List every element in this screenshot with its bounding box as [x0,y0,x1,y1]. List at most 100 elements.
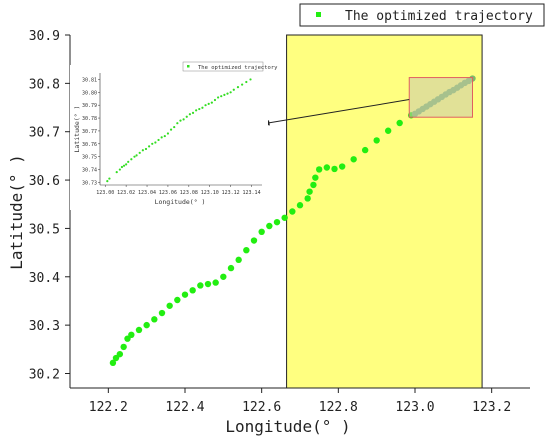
zoom-box [408,77,473,118]
trajectory-point [174,296,181,304]
main-legend: The optimized trajectory [299,3,545,27]
inset-trajectory-point [118,168,121,171]
trajectory-point [109,359,117,367]
inset-y-tick-label: 30.75 [82,155,97,161]
zoom-arrow [267,99,410,124]
inset-trajectory-point [120,165,124,169]
inset-trajectory-point [220,95,223,98]
inset-trajectory-point [217,96,220,99]
inset-trajectory-point [207,102,210,105]
inset-x-ticks: 123.00 123.02 123.04 123.06 123.08 123.10 123.… [96,185,261,196]
inset-trajectory-point [232,88,235,91]
inset-trajectory-point [163,134,166,138]
trajectory-point [197,282,204,289]
trajectory-point [273,218,281,226]
inset-x-tick-label: 123.10 [201,190,219,196]
inset-x-tick-label: 123.04 [138,190,156,196]
legend-label: The optimized trajectory [345,9,533,24]
inset-y-tick-label: 30.81 [82,77,97,83]
inset-trajectory-point [133,155,136,158]
trajectory-point [315,166,323,173]
x-tick-label: 122.2 [89,400,128,415]
inset-trajectory-point [151,142,154,145]
inset-trajectory-point [198,107,201,111]
inset-y-tick-label: 30.77 [82,129,97,135]
trajectory-point [312,174,319,181]
inset-x-tick-label: 123.00 [96,190,114,196]
trajectory-point [323,164,331,171]
inset-y-tick-label: 30.79 [82,103,97,109]
main-y-ticks: 30.2 30.3 30.4 30.5 30.6 30.7 30.8 30.9 [29,29,70,382]
inset-trajectory-point [127,160,130,163]
trajectory-point [220,273,227,280]
y-tick-label: 30.7 [29,126,60,141]
inset-trajectory-point [154,141,157,144]
trajectory-point [289,208,296,215]
inset-x-tick-label: 123.12 [222,190,240,196]
legend-marker [316,12,321,17]
inset-trajectory-point [191,111,195,115]
y-tick-label: 30.3 [29,319,60,334]
trajectory-point [306,188,313,195]
x-tick-label: 122.6 [242,400,281,415]
inset-trajectory-point [210,101,213,104]
inset-legend: The optimized trajectory [182,61,278,72]
inset-x-tick-label: 123.02 [117,190,135,196]
x-tick-label: 123.2 [472,400,511,415]
inset-trajectory-point [241,83,244,86]
inset-y-tick-label: 30.76 [82,142,97,148]
inset-trajectory-point [213,98,217,102]
trajectory-point [281,214,288,221]
inset-background [70,65,268,210]
trajectory-point [258,228,265,236]
inset-trajectory-point [160,136,163,139]
inset-trajectory-point [166,132,170,135]
inset-trajectory-point [138,151,141,154]
trajectory-point [120,343,127,351]
inset-y-ticks: 30.73 30.74 30.75 30.76 30.77 30.78 30.79 30.80… [82,77,100,186]
inset-trajectory-point [108,177,111,180]
trajectory-point [350,156,357,163]
inset-trajectory-point [122,164,126,167]
inset-x-tick-label: 123.14 [243,190,261,196]
x-tick-label: 122.8 [319,400,358,415]
inset-trajectory-point [144,147,148,151]
main-y-axis-label: Latitude(° ) [7,154,26,270]
trajectory-point [338,163,346,170]
inset-trajectory-point [179,119,182,122]
inset-trajectory-point [185,115,188,118]
inset-legend-marker [187,65,190,68]
inset-trajectory-point [236,86,240,89]
trajectory-point [116,350,124,358]
inset-points [106,78,252,183]
inset-trajectory-point [141,149,144,152]
y-tick-label: 30.4 [29,271,60,286]
x-tick-label: 123.0 [395,400,434,415]
inset-trajectory-point [173,125,176,129]
y-tick-label: 30.2 [29,367,60,382]
trajectory-point [331,165,338,173]
inset-trajectory-point [223,93,226,96]
trajectory-point [384,127,392,134]
inset-y-tick-label: 30.80 [82,90,97,96]
main-x-ticks: 122.2 122.4 122.6 122.8 123.0 123.2 [89,388,511,415]
legend-box [299,3,545,27]
inset-trajectory-point [201,106,204,109]
trajectory-point [396,119,403,127]
inset-trajectory-point [195,109,198,112]
inset-trajectory-point [169,128,173,131]
main-x-axis-label: Longitude(° ) [225,417,350,436]
trajectory-point [204,280,212,288]
trajectory-point [250,237,258,244]
inset-trajectory-point [245,80,248,84]
inset-y-axis-label: Latitude(° ) [73,106,81,153]
inset-trajectory-point [106,180,109,183]
trajectory-point [296,202,304,209]
inset-trajectory-point [130,158,133,161]
inset-x-tick-label: 123.08 [180,190,198,196]
inset-y-tick-label: 30.74 [82,168,97,174]
trajectory-point [151,316,158,323]
trajectory-point [181,291,189,298]
y-tick-label: 30.9 [29,29,60,44]
y-tick-label: 30.6 [29,174,60,189]
